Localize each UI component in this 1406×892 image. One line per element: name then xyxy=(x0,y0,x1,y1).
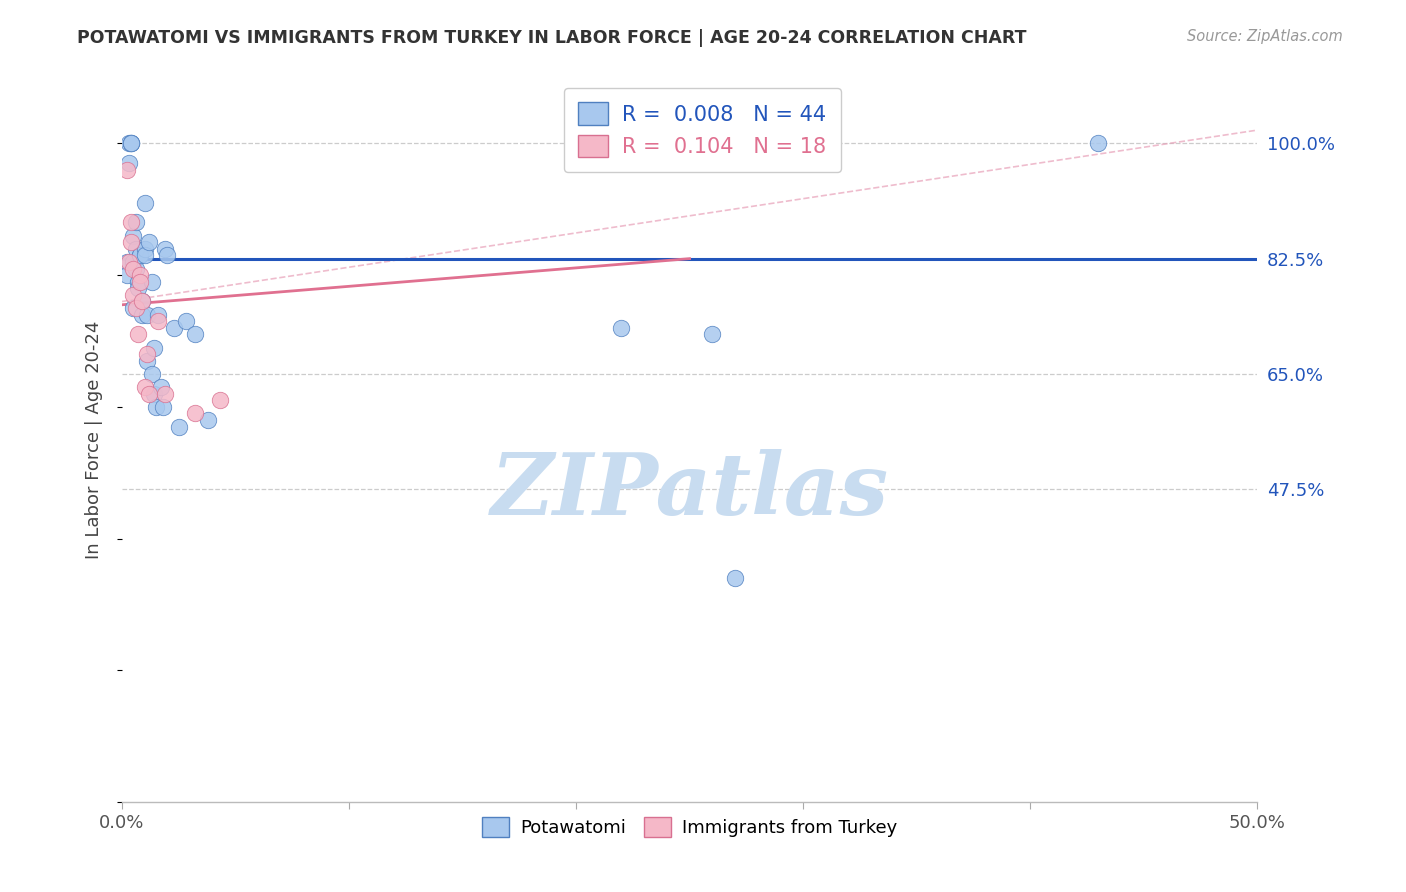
Point xyxy=(127,281,149,295)
Point xyxy=(138,386,160,401)
Point xyxy=(134,248,156,262)
Point xyxy=(141,275,163,289)
Y-axis label: In Labor Force | Age 20-24: In Labor Force | Age 20-24 xyxy=(86,320,103,559)
Point xyxy=(153,242,176,256)
Point xyxy=(122,301,145,315)
Point xyxy=(118,255,141,269)
Point xyxy=(131,294,153,309)
Point xyxy=(702,327,724,342)
Point xyxy=(129,248,152,262)
Point xyxy=(156,248,179,262)
Point xyxy=(134,195,156,210)
Point xyxy=(167,419,190,434)
Point xyxy=(127,275,149,289)
Point xyxy=(129,248,152,262)
Point xyxy=(148,314,170,328)
Point xyxy=(142,386,165,401)
Point xyxy=(115,162,138,177)
Point xyxy=(724,571,747,585)
Point xyxy=(152,400,174,414)
Point xyxy=(197,413,219,427)
Point xyxy=(183,407,205,421)
Point xyxy=(141,367,163,381)
Point xyxy=(122,288,145,302)
Point xyxy=(1087,136,1109,151)
Point xyxy=(136,347,159,361)
Point xyxy=(131,308,153,322)
Point xyxy=(118,156,141,170)
Point xyxy=(129,275,152,289)
Legend: Potawatomi, Immigrants from Turkey: Potawatomi, Immigrants from Turkey xyxy=(475,810,904,844)
Point xyxy=(124,301,146,315)
Point xyxy=(163,321,186,335)
Point xyxy=(142,341,165,355)
Point xyxy=(145,400,167,414)
Point xyxy=(120,235,142,249)
Point xyxy=(208,393,231,408)
Point xyxy=(124,261,146,276)
Point xyxy=(118,136,141,151)
Point xyxy=(134,380,156,394)
Point xyxy=(136,308,159,322)
Point xyxy=(129,268,152,282)
Point xyxy=(183,327,205,342)
Point xyxy=(124,215,146,229)
Point xyxy=(120,136,142,151)
Point xyxy=(131,294,153,309)
Point xyxy=(115,268,138,282)
Text: POTAWATOMI VS IMMIGRANTS FROM TURKEY IN LABOR FORCE | AGE 20-24 CORRELATION CHAR: POTAWATOMI VS IMMIGRANTS FROM TURKEY IN … xyxy=(77,29,1026,46)
Point xyxy=(138,235,160,249)
Point xyxy=(134,242,156,256)
Point xyxy=(122,228,145,243)
Text: ZIPatlas: ZIPatlas xyxy=(491,449,889,533)
Point xyxy=(120,136,142,151)
Point xyxy=(610,321,633,335)
Point xyxy=(122,255,145,269)
Point xyxy=(122,261,145,276)
Point xyxy=(174,314,197,328)
Point xyxy=(120,215,142,229)
Point xyxy=(115,255,138,269)
Point xyxy=(124,242,146,256)
Point xyxy=(148,308,170,322)
Point xyxy=(136,353,159,368)
Text: Source: ZipAtlas.com: Source: ZipAtlas.com xyxy=(1187,29,1343,44)
Point xyxy=(127,327,149,342)
Point xyxy=(153,386,176,401)
Point xyxy=(149,380,172,394)
Point xyxy=(120,136,142,151)
